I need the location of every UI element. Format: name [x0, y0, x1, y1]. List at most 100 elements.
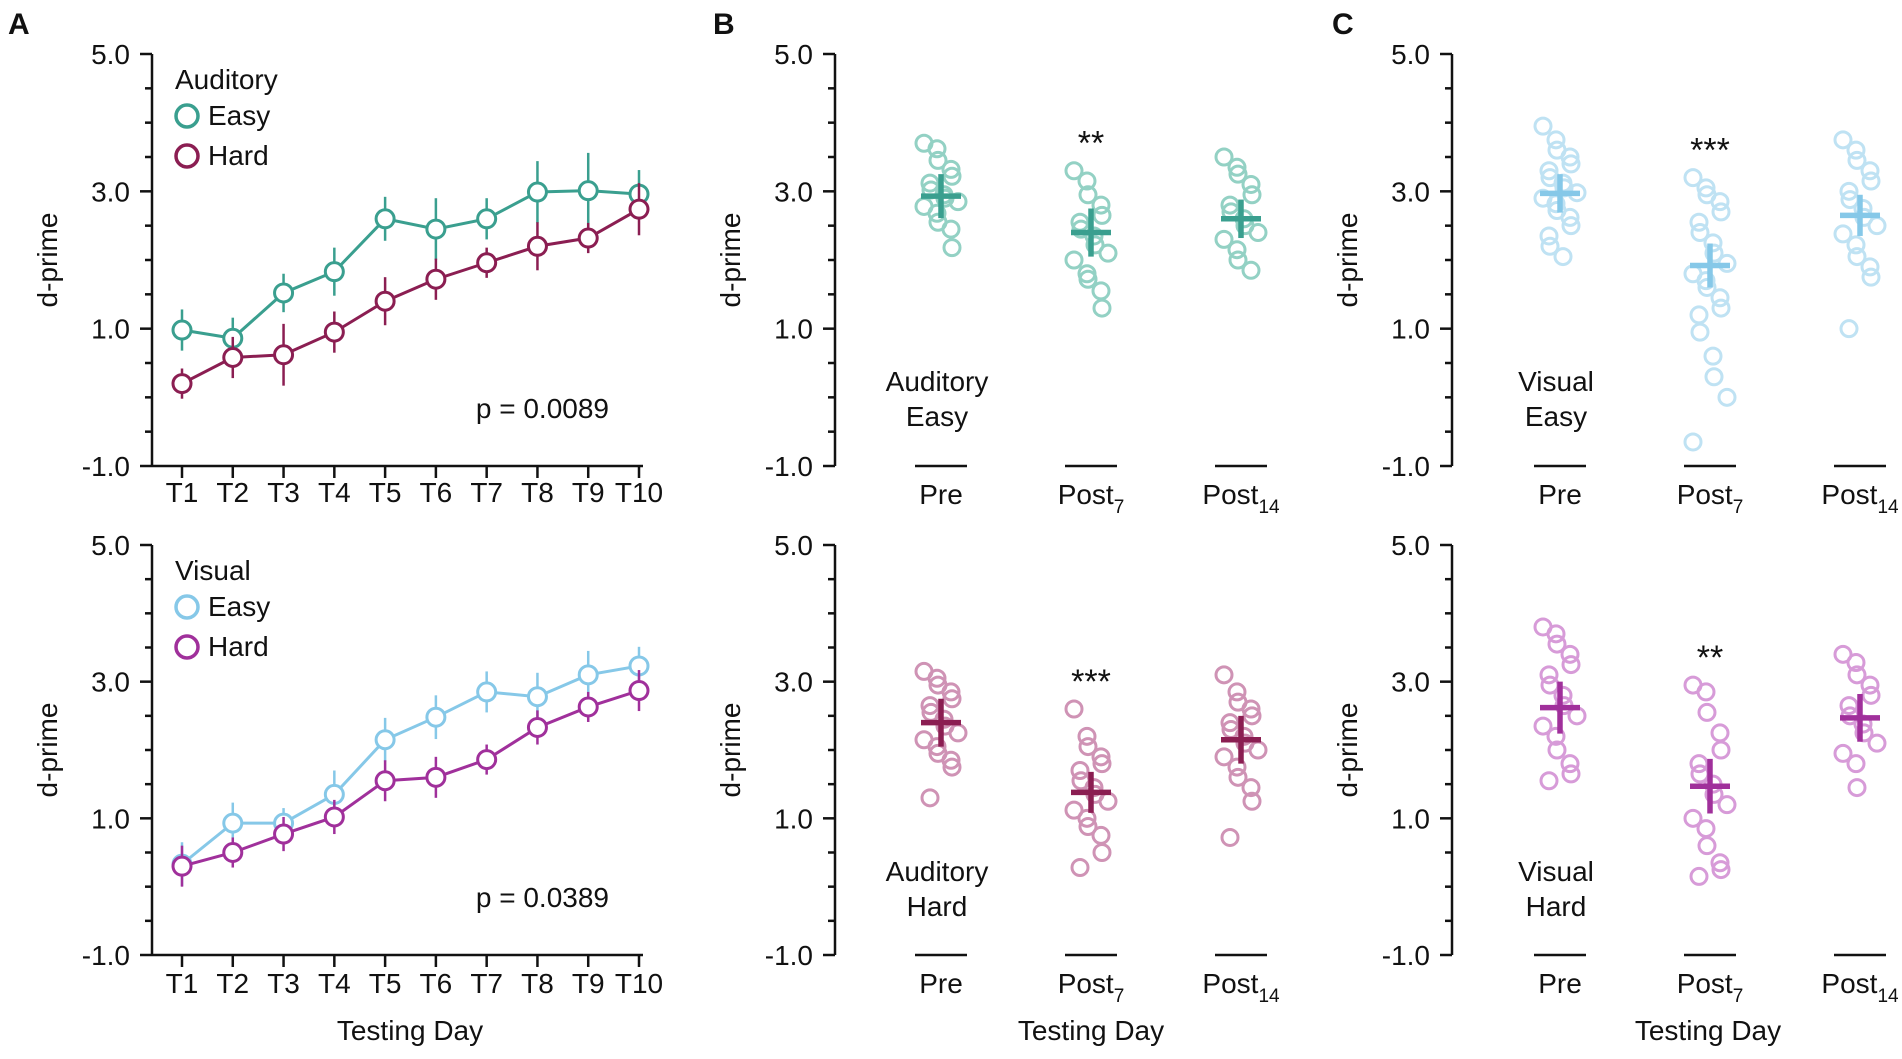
y-tick-label: 5.0 — [1391, 39, 1430, 70]
legend-marker — [174, 103, 200, 129]
data-point — [1696, 819, 1716, 839]
x-tick-label: T9 — [572, 968, 605, 999]
data-point — [941, 159, 961, 179]
data-point — [1846, 235, 1866, 255]
x-tick-label: Post14 — [1202, 968, 1280, 1007]
data-point — [1867, 216, 1887, 236]
data-point — [1833, 743, 1853, 763]
data-point — [323, 806, 345, 828]
data-point — [1214, 747, 1234, 767]
data-point — [1227, 157, 1247, 177]
data-point — [934, 709, 954, 729]
data-point — [374, 208, 396, 230]
y-axis-title: d-prime — [1332, 213, 1363, 308]
data-point — [476, 681, 498, 703]
x-tick-main: Post — [1677, 479, 1733, 510]
data-point — [1703, 233, 1723, 253]
data-point — [1697, 702, 1717, 722]
x-tick-label: Post14 — [1202, 479, 1280, 518]
data-point — [1248, 740, 1268, 760]
data-point — [171, 319, 193, 341]
data-point — [1717, 387, 1737, 407]
chart-panel-a-1: 5.0 3.0 1.0 -1.0 d-prime T1 T2 T3 T4 T5 T6 T7 T8 T9 T1… — [32, 530, 663, 1046]
y-tick-label: -1.0 — [1382, 451, 1430, 482]
x-tick-label: T6 — [420, 477, 453, 508]
data-point — [1560, 644, 1580, 664]
data-point — [1077, 171, 1097, 191]
significance-stars: ** — [1697, 639, 1723, 677]
data-point — [1064, 699, 1084, 719]
data-point — [920, 696, 940, 716]
data-point — [1248, 223, 1268, 243]
x-tick-subscript: 7 — [1733, 497, 1744, 518]
data-point — [1846, 653, 1866, 673]
data-point — [1064, 800, 1084, 820]
x-tick-label: T3 — [267, 968, 300, 999]
data-point — [171, 373, 193, 395]
data-point — [425, 766, 447, 788]
group-label: Auditory — [886, 856, 989, 887]
data-point — [1697, 277, 1717, 297]
data-point — [526, 181, 548, 203]
data-point — [1234, 726, 1254, 746]
x-tick-label: T3 — [267, 477, 300, 508]
group-label: Hard — [907, 891, 968, 922]
y-axis-title: d-prime — [1332, 703, 1363, 798]
data-point — [1539, 226, 1559, 246]
data-point — [1553, 247, 1573, 267]
data-point — [1561, 154, 1581, 174]
points-group — [1214, 665, 1268, 847]
x-tick-label: Pre — [1538, 968, 1582, 999]
x-tick-label: Pre — [919, 479, 963, 510]
data-point — [1711, 202, 1731, 222]
data-point — [927, 668, 947, 688]
data-point — [1227, 682, 1247, 702]
x-tick-label: T2 — [216, 477, 249, 508]
data-point — [1092, 205, 1112, 225]
points-group — [1533, 617, 1587, 791]
data-point — [1833, 224, 1853, 244]
data-point — [1833, 130, 1853, 150]
legend-label: Easy — [208, 591, 270, 622]
x-tick-subscript: 14 — [1258, 497, 1280, 518]
legend-title: Auditory — [175, 64, 278, 95]
data-point — [222, 812, 244, 834]
x-tick-label: T4 — [318, 477, 351, 508]
data-point — [1689, 212, 1709, 232]
x-tick-label: T5 — [369, 477, 402, 508]
data-point — [1833, 644, 1853, 664]
data-point — [1854, 723, 1874, 743]
data-point — [1711, 298, 1731, 318]
data-point — [1220, 827, 1240, 847]
x-axis-title: Testing Day — [337, 1015, 483, 1046]
data-point — [1561, 655, 1581, 675]
y-axis-title: d-prime — [715, 213, 746, 308]
data-point — [1077, 808, 1097, 828]
x-tick-label: T1 — [166, 968, 199, 999]
data-point — [1710, 288, 1730, 308]
data-point — [222, 347, 244, 369]
y-tick-label: 3.0 — [91, 667, 130, 698]
data-point — [1214, 229, 1234, 249]
data-point — [1847, 665, 1867, 685]
data-point — [577, 227, 599, 249]
data-point — [1078, 185, 1098, 205]
data-point — [1710, 192, 1730, 212]
y-axis-title: d-prime — [32, 213, 63, 308]
data-point — [1228, 164, 1248, 184]
data-point — [1214, 665, 1234, 685]
data-point — [1078, 269, 1098, 289]
data-point — [1242, 791, 1262, 811]
x-tick-label: T7 — [470, 477, 503, 508]
data-point — [526, 716, 548, 738]
legend-marker — [174, 634, 200, 660]
data-point — [1561, 216, 1581, 236]
data-point — [1228, 767, 1248, 787]
x-tick-subscript: 14 — [1258, 986, 1280, 1007]
x-tick-subscript: 14 — [1877, 986, 1899, 1007]
y-tick-label: 1.0 — [1391, 314, 1430, 345]
data-point — [374, 770, 396, 792]
